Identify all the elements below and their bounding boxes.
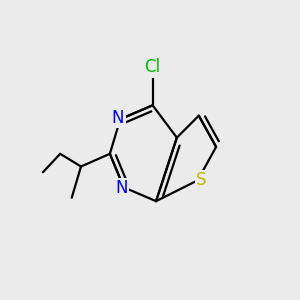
Text: S: S [196,171,206,189]
Text: N: N [112,109,124,127]
Text: Cl: Cl [145,58,161,76]
Text: N: N [115,179,128,197]
